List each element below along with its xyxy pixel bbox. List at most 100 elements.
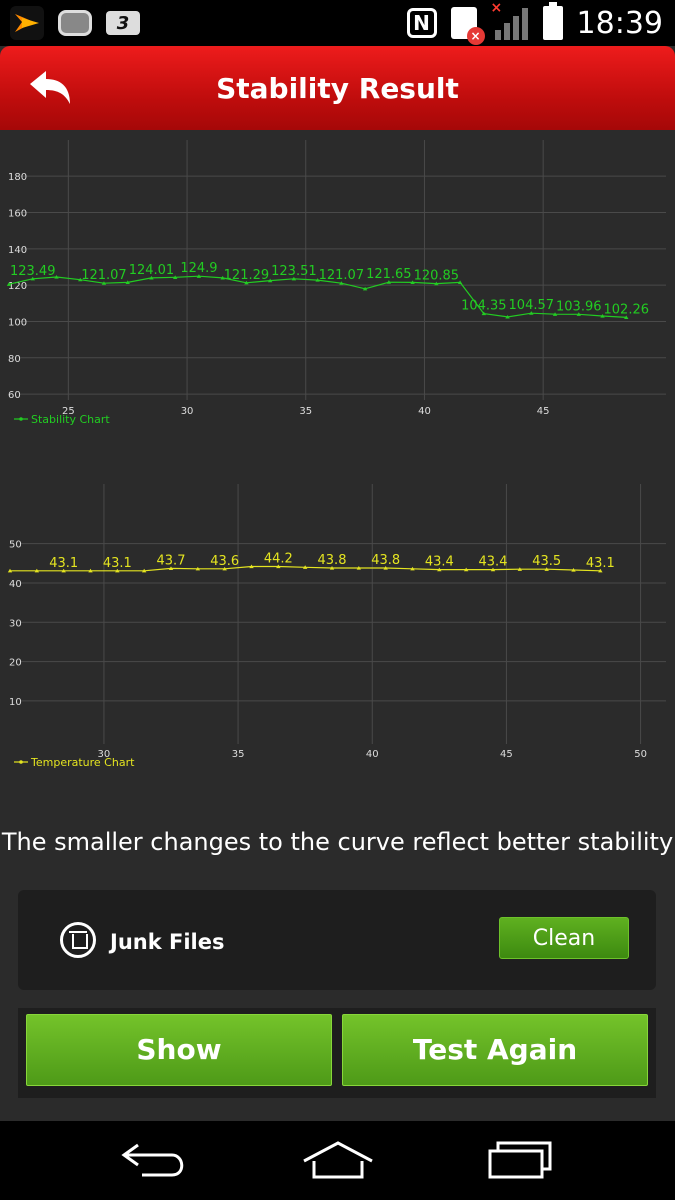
speed-app-icon <box>10 6 44 40</box>
temperature-data-point <box>383 566 388 570</box>
stability-data-point <box>434 281 439 286</box>
stability-data-label: 104.57 <box>509 298 555 313</box>
temperature-ytick-label: 40 <box>9 579 22 590</box>
stability-data-point <box>315 278 320 282</box>
stability-ytick-label: 100 <box>8 317 27 328</box>
nav-home-icon[interactable] <box>300 1139 376 1181</box>
page-title: Stability Result <box>216 72 459 105</box>
stability-data-point <box>149 275 154 280</box>
stability-ytick-label: 180 <box>8 172 27 183</box>
nav-back-icon[interactable] <box>120 1139 190 1181</box>
temperature-data-label: 43.1 <box>49 556 78 571</box>
stability-data-point <box>457 280 463 285</box>
sim-error-icon: × <box>450 7 485 45</box>
stability-data-point <box>291 276 297 281</box>
temperature-data-point <box>302 565 308 569</box>
stability-legend-marker <box>19 417 23 421</box>
temperature-xtick-label: 35 <box>232 749 245 760</box>
stability-data-point <box>78 277 83 282</box>
temperature-data-point <box>115 568 120 573</box>
back-arrow-icon <box>30 71 70 104</box>
temperature-xtick-label: 30 <box>98 749 111 760</box>
temperature-data-point <box>544 567 549 571</box>
stability-ytick-label: 120 <box>8 281 27 292</box>
stability-data-point <box>267 278 273 283</box>
stability-ytick-label: 140 <box>8 245 27 256</box>
clean-button[interactable]: Clean <box>499 917 629 959</box>
stability-data-point <box>600 314 605 318</box>
stability-data-label: 124.01 <box>129 263 175 278</box>
stability-data-point <box>624 315 629 319</box>
temperature-data-label: 43.4 <box>425 555 454 570</box>
stability-data-point <box>125 280 130 285</box>
stability-legend-label: Stability Chart <box>31 413 110 426</box>
stability-ytick-label: 160 <box>8 208 27 219</box>
stability-data-point <box>30 276 35 281</box>
stability-data-point <box>244 280 249 285</box>
stability-data-label: 121.65 <box>366 267 412 282</box>
temperature-legend-marker <box>19 760 23 764</box>
temperature-data-point <box>329 566 335 570</box>
stability-data-label: 124.9 <box>180 261 217 276</box>
stability-data-point <box>386 280 392 284</box>
temperature-data-label: 43.1 <box>103 556 132 571</box>
temperature-data-point <box>571 568 576 572</box>
action-buttons: Show Test Again <box>18 1008 656 1098</box>
temperature-data-label: 43.8 <box>371 553 400 568</box>
stability-data-point <box>552 312 558 316</box>
stability-data-label: 121.29 <box>224 268 270 283</box>
temperature-xtick-label: 40 <box>366 749 379 760</box>
stability-xtick-label: 25 <box>62 406 75 417</box>
temperature-ytick-label: 30 <box>9 618 22 629</box>
stability-data-point <box>481 311 487 316</box>
stability-data-label: 102.26 <box>604 302 650 317</box>
temperature-data-label: 43.8 <box>318 553 347 568</box>
stability-ytick-label: 80 <box>8 354 21 365</box>
temperature-data-label: 43.5 <box>532 554 561 569</box>
trash-icon <box>60 922 96 958</box>
temperature-data-point <box>410 566 415 571</box>
stability-ytick-label: 60 <box>8 390 21 401</box>
temperature-data-point <box>249 564 254 569</box>
temperature-data-point <box>195 566 201 571</box>
stability-xtick-label: 35 <box>299 406 312 417</box>
clock: 18:39 <box>576 5 663 41</box>
stability-data-point <box>172 275 178 279</box>
temperature-data-label: 43.1 <box>586 556 615 571</box>
navigation-bar <box>0 1121 675 1200</box>
temperature-data-point <box>7 568 13 573</box>
test-again-button[interactable]: Test Again <box>342 1014 648 1086</box>
temperature-data-point <box>437 567 442 572</box>
stability-xtick-label: 40 <box>418 406 431 417</box>
show-button[interactable]: Show <box>26 1014 332 1086</box>
stability-data-label: 104.35 <box>461 299 507 314</box>
stability-data-point <box>101 281 107 285</box>
nav-recents-icon[interactable] <box>486 1139 556 1181</box>
temperature-data-point <box>222 566 227 571</box>
temperature-ytick-label: 50 <box>9 540 22 551</box>
stability-xtick-label: 30 <box>181 406 194 417</box>
temperature-data-point <box>276 564 281 569</box>
stability-data-point <box>6 282 12 286</box>
three-app-icon: 3 <box>106 11 140 35</box>
temperature-data-label: 43.7 <box>157 553 186 568</box>
stability-data-label: 123.49 <box>10 264 56 279</box>
nfc-icon: N <box>406 8 437 38</box>
temperature-data-point <box>141 568 147 573</box>
stability-hint: The smaller changes to the curve reflect… <box>1 828 674 856</box>
temperature-data-point <box>598 568 603 573</box>
junk-files-label: Junk Files <box>110 930 225 954</box>
stability-data-point <box>576 312 581 316</box>
temperature-data-point <box>61 568 66 573</box>
temperature-ytick-label: 20 <box>9 658 22 669</box>
junk-files-panel: Junk Files Clean <box>18 890 656 990</box>
stability-xtick-label: 45 <box>537 406 550 417</box>
stability-data-point <box>505 314 510 319</box>
game-app-icon <box>58 10 92 36</box>
temperature-data-point <box>490 567 496 572</box>
stability-data-point <box>362 286 368 291</box>
temperature-legend-label: Temperature Chart <box>30 756 135 769</box>
temperature-xtick-label: 50 <box>634 749 647 760</box>
back-button[interactable] <box>26 68 74 108</box>
stability-data-point <box>410 280 415 285</box>
